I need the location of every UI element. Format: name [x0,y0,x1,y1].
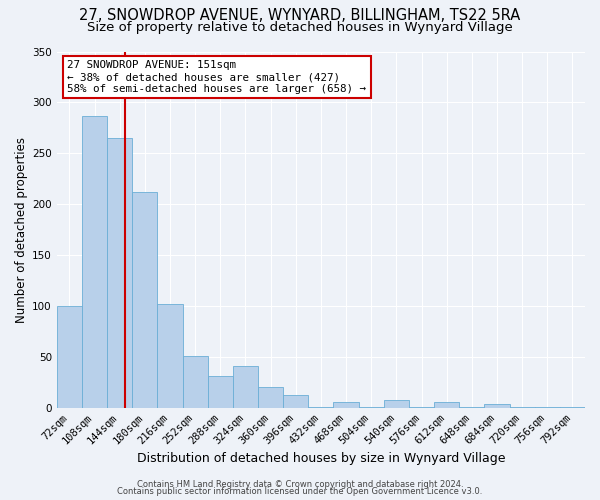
Bar [283,395,308,408]
Bar [258,386,283,408]
Bar [57,306,82,408]
X-axis label: Distribution of detached houses by size in Wynyard Village: Distribution of detached houses by size … [137,452,505,465]
Bar [560,407,585,408]
Bar [132,192,157,408]
Bar [434,402,459,408]
Bar [308,407,334,408]
Text: Contains public sector information licensed under the Open Government Licence v3: Contains public sector information licen… [118,487,482,496]
Bar [459,407,484,408]
Bar [82,116,107,408]
Bar [208,376,233,408]
Text: Contains HM Land Registry data © Crown copyright and database right 2024.: Contains HM Land Registry data © Crown c… [137,480,463,489]
Bar [509,407,535,408]
Bar [484,404,509,408]
Bar [182,356,208,408]
Bar [359,407,384,408]
Bar [409,407,434,408]
Bar [384,400,409,408]
Text: Size of property relative to detached houses in Wynyard Village: Size of property relative to detached ho… [87,21,513,34]
Bar [107,138,132,408]
Bar [334,402,359,408]
Text: 27, SNOWDROP AVENUE, WYNYARD, BILLINGHAM, TS22 5RA: 27, SNOWDROP AVENUE, WYNYARD, BILLINGHAM… [79,8,521,22]
Bar [233,366,258,408]
Bar [535,407,560,408]
Y-axis label: Number of detached properties: Number of detached properties [15,136,28,322]
Text: 27 SNOWDROP AVENUE: 151sqm
← 38% of detached houses are smaller (427)
58% of sem: 27 SNOWDROP AVENUE: 151sqm ← 38% of deta… [67,60,367,94]
Bar [157,304,182,408]
